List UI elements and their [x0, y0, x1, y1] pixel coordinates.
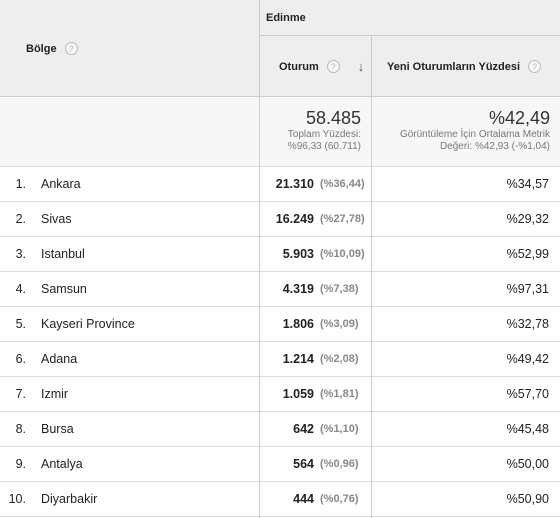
region-link[interactable]: Antalya [41, 457, 83, 471]
table-row: 8. Bursa 642 (%1,10) %45,48 [0, 412, 560, 447]
column-divider [371, 36, 372, 518]
row-number: 8. [15, 422, 26, 436]
new-sessions-total-value: %42,49 [488, 108, 550, 128]
new-sessions-percent: %52,99 [506, 247, 549, 261]
sessions-header-label: Oturum [279, 60, 319, 73]
table-row: 7. Izmir 1.059 (%1,81) %57,70 [0, 377, 560, 412]
new-sessions-percent: %97,31 [506, 282, 549, 296]
table-row: 2. Sivas 16.249 (%27,78) %29,32 [0, 202, 560, 237]
row-number: 1. [15, 177, 26, 191]
sessions-percent: (%2,08) [320, 353, 359, 365]
region-column-header[interactable]: Bölge ? [0, 0, 259, 97]
sessions-value: 564 [293, 457, 314, 471]
table-row: 10. Diyarbakir 444 (%0,76) %50,90 [0, 482, 560, 517]
new-sessions-percent: %29,32 [506, 212, 549, 226]
sessions-percent: (%1,81) [320, 388, 359, 400]
region-link[interactable]: Istanbul [41, 247, 85, 261]
region-header-label: Bölge [26, 42, 57, 55]
sessions-value: 1.214 [282, 352, 314, 366]
table-row: 5. Kayseri Province 1.806 (%3,09) %32,78 [0, 307, 560, 342]
sessions-value: 1.059 [282, 387, 314, 401]
sessions-value: 5.903 [282, 247, 314, 261]
sessions-value: 16.249 [275, 212, 314, 226]
sessions-percent: (%0,96) [320, 458, 359, 470]
row-number: 4. [15, 282, 26, 296]
sessions-percent: (%7,38) [320, 283, 359, 295]
new-sessions-total: %42,49 Görüntüleme İçin Ortalama Metrik … [372, 97, 560, 167]
row-number: 3. [15, 247, 26, 261]
sessions-percent: (%36,44) [320, 178, 365, 190]
row-number: 6. [15, 352, 26, 366]
new-sessions-total-caption: Görüntüleme İçin Ortalama Metrik [399, 129, 550, 140]
row-number: 7. [15, 387, 26, 401]
region-link[interactable]: Kayseri Province [41, 317, 135, 331]
sessions-percent: (%3,09) [320, 318, 359, 330]
sessions-total-value: 58.485 [305, 108, 361, 128]
row-number: 9. [15, 457, 26, 471]
row-number: 5. [15, 317, 26, 331]
region-link[interactable]: Samsun [41, 282, 87, 296]
table-row: 4. Samsun 4.319 (%7,38) %97,31 [0, 272, 560, 307]
sessions-value: 1.806 [282, 317, 314, 331]
new-sessions-column-header[interactable]: Yeni Oturumların Yüzdesi ? [372, 36, 560, 97]
table-header [0, 0, 560, 97]
sessions-total-caption: Toplam Yüzdesi: [287, 129, 361, 140]
new-sessions-percent: %34,57 [506, 177, 549, 191]
sessions-value: 4.319 [282, 282, 314, 296]
acquisition-group-label: Edinme [266, 11, 306, 24]
new-sessions-percent: %32,78 [506, 317, 549, 331]
sessions-percent: (%10,09) [320, 248, 365, 260]
region-link[interactable]: Sivas [41, 212, 72, 226]
sessions-value: 444 [293, 492, 314, 506]
new-sessions-percent: %49,42 [506, 352, 549, 366]
new-sessions-percent: %45,48 [506, 422, 549, 436]
region-link[interactable]: Bursa [41, 422, 74, 436]
new-sessions-percent: %57,70 [506, 387, 549, 401]
new-sessions-percent: %50,90 [506, 492, 549, 506]
sessions-percent: (%1,10) [320, 423, 359, 435]
table-row: 1. Ankara 21.310 (%36,44) %34,57 [0, 167, 560, 202]
table-row: 3. Istanbul 5.903 (%10,09) %52,99 [0, 237, 560, 272]
totals-row [0, 97, 560, 167]
sessions-column-header[interactable]: Oturum ? ↓ [260, 36, 371, 97]
sessions-value: 21.310 [275, 177, 314, 191]
table-row: 6. Adana 1.214 (%2,08) %49,42 [0, 342, 560, 377]
region-link[interactable]: Ankara [41, 177, 81, 191]
sessions-total: 58.485 Toplam Yüzdesi: %96,33 (60.711) [260, 97, 371, 167]
help-icon[interactable]: ? [64, 42, 78, 55]
sessions-percent: (%27,78) [320, 213, 365, 225]
new-sessions-percent: %50,00 [506, 457, 549, 471]
sort-descending-icon[interactable]: ↓ [357, 59, 365, 74]
region-link[interactable]: Diyarbakir [41, 492, 98, 506]
row-number: 10. [8, 492, 26, 506]
help-icon[interactable]: ? [326, 60, 340, 73]
new-sessions-total-detail: Değeri: %42,93 (-%1,04) [439, 141, 550, 152]
new-sessions-header-label: Yeni Oturumların Yüzdesi [387, 60, 521, 73]
help-icon[interactable]: ? [528, 60, 542, 73]
sessions-value: 642 [293, 422, 314, 436]
row-number: 2. [15, 212, 26, 226]
region-link[interactable]: Izmir [41, 387, 69, 401]
acquisition-group-header: Edinme [260, 0, 560, 36]
region-link[interactable]: Adana [41, 352, 78, 366]
sessions-percent: (%0,76) [320, 493, 359, 505]
table-row: 9. Antalya 564 (%0,96) %50,00 [0, 447, 560, 482]
column-divider [259, 0, 260, 518]
sessions-total-detail: %96,33 (60.711) [287, 141, 361, 152]
